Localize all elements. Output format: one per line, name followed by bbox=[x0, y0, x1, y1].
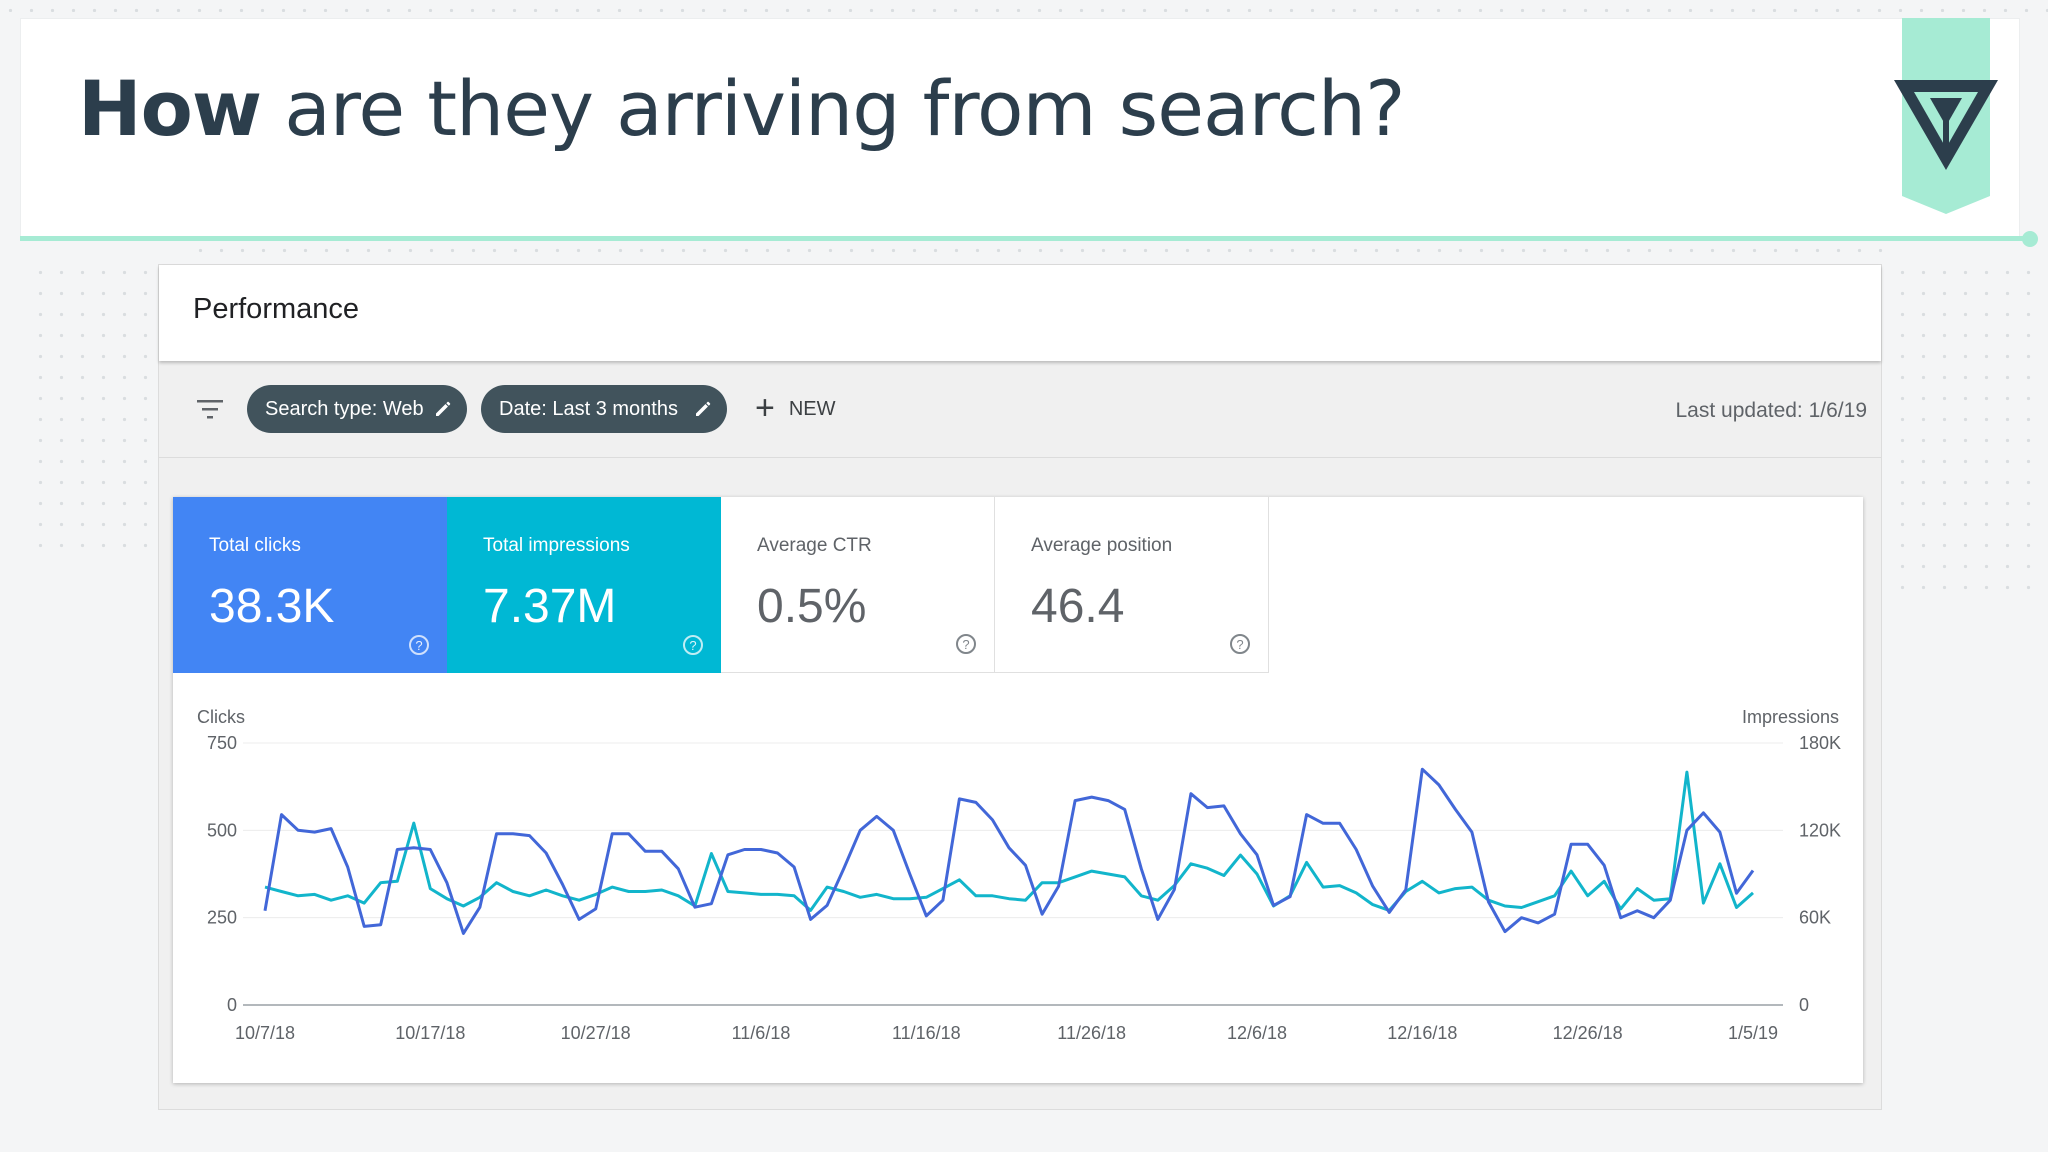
metric-value: 46.4 bbox=[1031, 580, 1125, 633]
filter-toolbar: Search type: Web Date: Last 3 months + NE… bbox=[159, 365, 1881, 458]
left-tick-label: 750 bbox=[207, 733, 237, 753]
accent-divider-dot bbox=[2022, 231, 2038, 247]
help-icon[interactable]: ? bbox=[956, 634, 976, 654]
dot-pattern-top bbox=[0, 0, 2048, 12]
x-tick-label: 12/6/18 bbox=[1227, 1023, 1287, 1043]
slide-title-bold: How bbox=[78, 64, 262, 153]
search-type-chip[interactable]: Search type: Web bbox=[247, 385, 467, 433]
dot-pattern-mid bbox=[190, 240, 1890, 254]
pencil-icon[interactable] bbox=[693, 399, 713, 419]
help-icon[interactable]: ? bbox=[1230, 634, 1250, 654]
metric-average-position[interactable]: Average position 46.4 ? bbox=[995, 497, 1269, 673]
chart-gridlines bbox=[243, 742, 1783, 1006]
right-tick-label: 120K bbox=[1799, 820, 1841, 840]
new-filter-button[interactable]: + NEW bbox=[755, 385, 836, 433]
metric-label: Average position bbox=[1031, 535, 1173, 556]
right-tick-label: 0 bbox=[1799, 995, 1809, 1015]
search-type-chip-label: Search type: Web bbox=[265, 398, 424, 420]
left-tick-label: 500 bbox=[207, 820, 237, 840]
metric-label: Average CTR bbox=[757, 535, 872, 556]
performance-chart: Clicks Impressions 750 180K 500 120K 250 60K 0… bbox=[197, 707, 1841, 1043]
x-tick-label: 11/26/18 bbox=[1057, 1023, 1126, 1043]
accent-divider bbox=[20, 236, 2032, 241]
x-tick-label: 11/16/18 bbox=[892, 1023, 961, 1043]
help-icon[interactable]: ? bbox=[683, 635, 703, 655]
new-filter-label: NEW bbox=[788, 398, 836, 420]
metric-value: 7.37M bbox=[483, 580, 617, 633]
slide-header bbox=[20, 18, 2020, 238]
left-tick-label: 250 bbox=[207, 908, 237, 928]
x-tick-label: 10/17/18 bbox=[395, 1023, 465, 1043]
help-icon[interactable]: ? bbox=[409, 635, 429, 655]
performance-panel: Performance Search type: Web Date: Last … bbox=[158, 264, 1882, 1110]
metric-label: Total impressions bbox=[483, 535, 630, 556]
date-range-chip-label: Date: Last 3 months bbox=[499, 398, 678, 420]
last-updated-text: Last updated: 1/6/19 bbox=[1675, 399, 1868, 422]
x-tick-label: 11/6/18 bbox=[732, 1023, 791, 1043]
date-range-chip[interactable]: Date: Last 3 months bbox=[481, 385, 727, 433]
metric-average-ctr[interactable]: Average CTR 0.5% ? bbox=[721, 497, 995, 673]
right-tick-label: 180K bbox=[1799, 733, 1841, 753]
metric-value: 0.5% bbox=[757, 580, 867, 633]
x-tick-label: 12/26/18 bbox=[1553, 1023, 1623, 1043]
metric-total-clicks[interactable]: Total clicks 38.3K ? bbox=[173, 497, 447, 673]
chart-series bbox=[263, 767, 1755, 935]
right-axis-label: Impressions bbox=[1742, 707, 1839, 727]
metric-label: Total clicks bbox=[209, 535, 301, 556]
performance-card: Total clicks 38.3K ? Total impressions 7… bbox=[173, 497, 1863, 1083]
slide-title: How are they arriving from search? bbox=[78, 64, 1405, 153]
x-tick-label: 10/7/18 bbox=[235, 1023, 295, 1043]
filter-icon[interactable] bbox=[195, 397, 225, 421]
brand-logo-icon bbox=[1894, 18, 1998, 214]
chart-ticks: 750 180K 500 120K 250 60K 0 0 10/7/18 10/17/18 10/… bbox=[207, 733, 1841, 1043]
dot-pattern-right bbox=[1892, 262, 2032, 592]
left-tick-label: 0 bbox=[227, 995, 237, 1015]
plus-icon: + bbox=[755, 388, 775, 427]
x-tick-label: 10/27/18 bbox=[561, 1023, 631, 1043]
left-axis-label: Clicks bbox=[197, 707, 245, 727]
pencil-icon[interactable] bbox=[433, 399, 453, 419]
metric-value: 38.3K bbox=[209, 580, 335, 633]
right-tick-label: 60K bbox=[1799, 908, 1831, 928]
x-tick-label: 12/16/18 bbox=[1387, 1023, 1457, 1043]
metric-total-impressions[interactable]: Total impressions 7.37M ? bbox=[447, 497, 721, 673]
series-line-clicks bbox=[263, 767, 1755, 935]
slide-title-rest: are they arriving from search? bbox=[261, 64, 1405, 153]
series-line-impressions bbox=[264, 770, 1754, 912]
performance-title: Performance bbox=[193, 293, 360, 325]
x-tick-label: 1/5/19 bbox=[1728, 1023, 1778, 1043]
performance-header: Performance bbox=[159, 265, 1881, 361]
dot-pattern-left bbox=[30, 262, 148, 562]
